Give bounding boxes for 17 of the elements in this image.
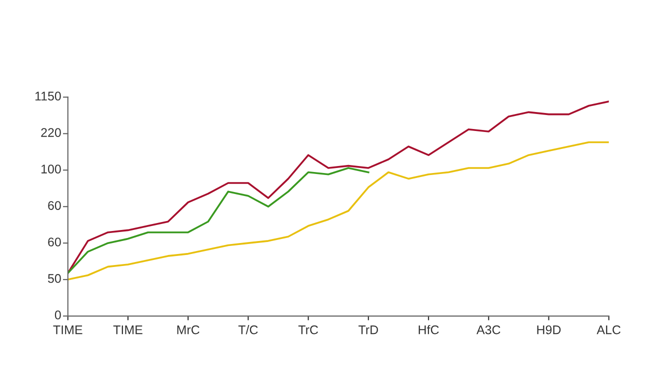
- x-tick-label: HfC: [418, 325, 439, 334]
- x-tick-label: ALC: [596, 325, 621, 334]
- x-tick-label: A3C: [476, 325, 500, 334]
- text: 0: [54, 310, 61, 320]
- x-tick-label: TIME: [113, 326, 142, 334]
- x-tick-label: TIME: [53, 326, 82, 334]
- x-tick-label: H9D: [537, 325, 561, 334]
- text: 100: [41, 164, 61, 174]
- text: 50: [48, 274, 61, 283]
- text: 1150: [35, 92, 61, 101]
- x-tick-label: MrC: [177, 325, 200, 334]
- text: 220: [41, 128, 61, 137]
- x-tick-label: TrD: [358, 326, 378, 334]
- text: 60: [48, 238, 61, 246]
- text: 60: [48, 201, 61, 210]
- x-tick-label: T/C: [238, 325, 258, 334]
- x-tick-label: TrC: [298, 325, 318, 334]
